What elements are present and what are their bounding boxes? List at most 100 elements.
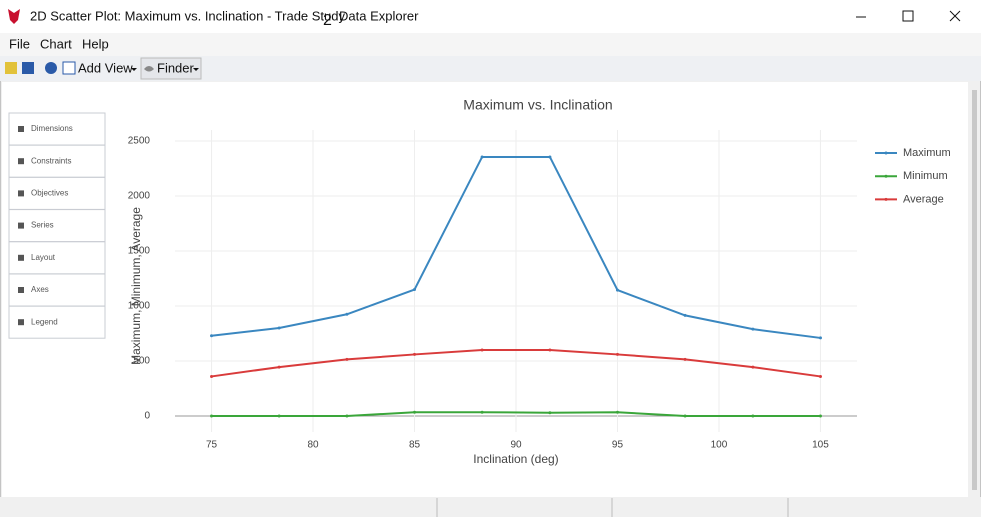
toolbar-button[interactable]: Finder [157,60,195,75]
add-view-icon[interactable] [62,61,76,75]
data-point [615,410,619,414]
x-tick-label: 100 [711,440,728,451]
data-point [480,410,484,414]
data-point [277,365,281,369]
data-point [548,155,552,159]
legend-label[interactable]: Average [903,193,944,205]
window-title: 2 [323,12,332,29]
side-panel-label[interactable]: Objectives [31,189,68,198]
side-panel-item[interactable] [8,176,106,210]
side-panel-icon[interactable] [18,319,24,326]
side-panel-item[interactable] [8,144,106,178]
side-panel-label[interactable]: Axes [31,285,49,294]
side-panel-icon[interactable] [18,158,24,165]
y-tick-label: 2500 [128,136,151,147]
side-panel-icon[interactable] [18,222,24,229]
toolbar-button[interactable]: Add View [78,60,133,75]
dropdown-arrow[interactable] [131,68,137,71]
data-point [277,414,281,418]
data-point [210,414,214,418]
data-point [413,288,417,292]
maximize-button[interactable] [902,10,914,22]
window-title: 2D Scatter Plot: Maximum vs. Inclination… [30,8,346,23]
x-tick-label: 75 [206,440,218,451]
finder-icon[interactable] [144,66,154,72]
close-button[interactable] [949,10,961,22]
x-tick-label: 90 [510,440,522,451]
data-point [615,288,619,292]
y-axis-label: Maximum, Minimum, Average [129,207,143,365]
side-panel-icon[interactable] [18,287,24,293]
data-point [480,155,484,159]
data-point [548,348,552,352]
finder-button-bg[interactable] [140,57,202,80]
window-title: Data Explorer [339,8,419,23]
x-tick-label: 85 [409,440,421,451]
status-bar [0,497,981,517]
y-tick-label: 2000 [128,191,151,202]
scrollbar-thumb[interactable] [972,90,977,490]
data-point [210,334,214,338]
data-point [413,410,417,414]
data-point [751,365,755,369]
side-panel-item[interactable] [8,112,106,146]
legend-label[interactable]: Maximum [903,147,951,159]
data-point [818,374,822,378]
side-panel-label[interactable]: Constraints [31,156,71,165]
data-point [751,327,755,331]
side-panel-item[interactable] [8,241,106,275]
y-tick-label: 1000 [128,301,151,312]
series-line [211,411,821,418]
x-tick-label: 95 [612,440,624,451]
series-line [211,349,821,378]
dropdown-arrow[interactable] [193,68,199,71]
open-icon[interactable] [5,62,17,74]
y-tick-label: 1500 [128,246,151,257]
data-point [345,312,349,316]
x-tick-label: 105 [812,440,829,451]
legend-swatch[interactable] [884,151,888,155]
data-point [345,414,349,418]
data-point [548,411,552,415]
data-point [818,414,822,418]
side-panel-item[interactable] [8,209,106,243]
side-panel-icon[interactable] [18,190,24,197]
data-point [277,326,281,330]
data-point [480,348,484,352]
side-panel-label[interactable]: Dimensions [31,124,73,133]
data-point [683,357,687,361]
legend-swatch[interactable] [884,197,888,201]
menu-item[interactable]: File [9,36,30,51]
content-area [2,82,968,497]
y-tick-label: 0 [144,411,150,422]
menu-bar [0,33,981,56]
legend-swatch[interactable] [884,174,888,178]
chart: Maximum vs. Inclination Inclination (deg… [128,97,951,466]
data-point [615,352,619,356]
data-point [683,414,687,418]
data-point [210,374,214,378]
side-panel-icon[interactable] [18,254,24,261]
side-panel-label[interactable]: Series [31,221,54,230]
side-panel-item[interactable] [8,305,106,339]
x-axis-label: Inclination (deg) [473,452,558,466]
help-icon[interactable] [45,62,57,74]
side-panel-label[interactable]: Layout [31,253,56,262]
data-point [413,352,417,356]
side-panel: Dimensions Constraints Objectives Series Lay… [8,112,106,339]
chart-title: Maximum vs. Inclination [463,97,612,113]
data-point [751,414,755,418]
menu-item[interactable]: Help [82,36,109,51]
legend-label[interactable]: Minimum [903,170,948,182]
side-panel-item[interactable] [8,273,106,307]
series-line [211,155,821,339]
side-panel-icon[interactable] [18,126,24,132]
data-point [818,336,822,340]
y-tick-label: 500 [133,356,150,367]
menu-item[interactable]: Chart [40,36,72,51]
save-icon[interactable] [22,62,34,74]
side-panel-label[interactable]: Legend [31,317,58,326]
title-bar [0,0,981,33]
